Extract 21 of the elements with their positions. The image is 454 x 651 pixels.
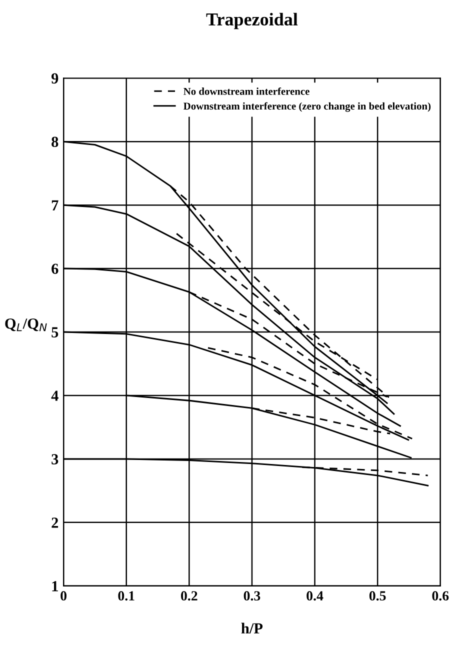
x-tick-label: 0.5 (369, 591, 386, 601)
x-axis-title: h/P (241, 622, 263, 634)
y-tick-label: 1 (52, 581, 58, 592)
legend-label: No downstream interference (184, 87, 310, 95)
y-tick-label: 6 (52, 264, 58, 274)
y-tick-label: 3 (52, 454, 58, 464)
x-tick-label: 0.4 (306, 591, 324, 601)
x-tick-label: 0 (60, 591, 67, 601)
y-tick-label: 7 (52, 200, 58, 210)
y-tick-label: 4 (51, 390, 58, 401)
y-tick-label: 8 (52, 136, 58, 148)
x-tick-label: 0.2 (181, 591, 198, 601)
legend-label: Downstream interference (zero change in bed elevation) (184, 102, 431, 112)
chart-title: Trapezoidal (206, 12, 298, 30)
y-tick-label: 9 (51, 73, 58, 84)
y-tick-label: 5 (52, 327, 58, 338)
y-tick-label: 2 (52, 518, 58, 528)
x-tick-label: 0.3 (244, 591, 260, 601)
x-tick-label: 0.6 (432, 591, 449, 601)
y-axis-title: Q$_{L}$/Q$_{N}$ (5, 318, 47, 332)
x-tick-label: 0.1 (118, 591, 134, 601)
